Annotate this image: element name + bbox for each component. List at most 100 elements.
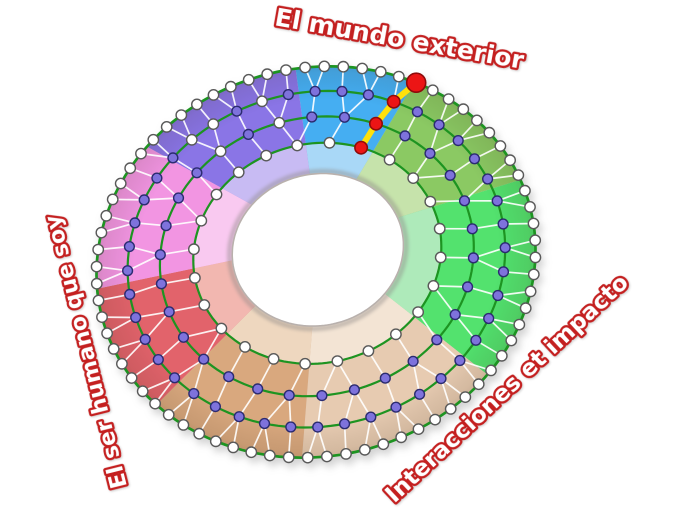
rim-node[interactable]	[301, 451, 314, 464]
middle-node[interactable]	[424, 147, 436, 160]
inner-node[interactable]	[427, 279, 440, 292]
rim-node[interactable]	[524, 285, 537, 298]
outer-middle-node[interactable]	[470, 334, 482, 346]
rim-node[interactable]	[280, 64, 292, 77]
rim-node[interactable]	[504, 154, 516, 167]
inner-node[interactable]	[188, 271, 201, 284]
rim-node[interactable]	[100, 209, 113, 222]
rim-node[interactable]	[318, 60, 331, 73]
middle-node[interactable]	[467, 252, 480, 264]
rim-node[interactable]	[90, 277, 103, 290]
outer-middle-node[interactable]	[433, 119, 445, 131]
rim-node[interactable]	[340, 447, 352, 460]
outer-middle-node[interactable]	[123, 241, 135, 253]
rim-node[interactable]	[209, 435, 222, 448]
rim-node[interactable]	[529, 234, 542, 247]
rim-node[interactable]	[495, 349, 508, 362]
middle-node[interactable]	[444, 169, 456, 181]
middle-node[interactable]	[316, 390, 328, 402]
middle-node[interactable]	[214, 145, 227, 158]
outer-middle-node[interactable]	[124, 288, 136, 301]
middle-node[interactable]	[172, 192, 185, 204]
rim-node[interactable]	[472, 378, 485, 391]
inner-node[interactable]	[195, 214, 208, 227]
outer-middle-node[interactable]	[411, 106, 424, 118]
rim-node[interactable]	[193, 427, 206, 440]
outer-middle-node[interactable]	[169, 372, 181, 384]
rim-node[interactable]	[114, 177, 127, 190]
middle-node[interactable]	[223, 371, 235, 383]
inner-node[interactable]	[412, 306, 424, 318]
rim-node[interactable]	[147, 133, 160, 146]
middle-node[interactable]	[458, 195, 471, 207]
outer-middle-node[interactable]	[129, 217, 141, 229]
rim-node[interactable]	[529, 251, 542, 264]
inner-node[interactable]	[239, 340, 251, 353]
middle-node[interactable]	[191, 167, 203, 179]
inner-node[interactable]	[331, 355, 344, 367]
middle-node[interactable]	[163, 306, 175, 318]
rim-node[interactable]	[320, 450, 333, 463]
middle-node[interactable]	[177, 331, 190, 343]
rim-node[interactable]	[149, 397, 162, 410]
inner-node[interactable]	[232, 166, 245, 179]
rim-node[interactable]	[429, 413, 441, 426]
outer-middle-node[interactable]	[130, 311, 142, 324]
rim-node[interactable]	[470, 114, 483, 127]
rim-node[interactable]	[227, 441, 240, 454]
rim-node[interactable]	[299, 61, 311, 74]
middle-node[interactable]	[338, 111, 351, 123]
outer-middle-node[interactable]	[309, 85, 321, 97]
middle-node[interactable]	[462, 281, 474, 293]
rim-node[interactable]	[513, 318, 526, 331]
rim-node[interactable]	[224, 80, 237, 93]
rim-node[interactable]	[92, 294, 105, 307]
outer-middle-node[interactable]	[339, 418, 351, 430]
inner-node[interactable]	[210, 188, 223, 201]
inner-node[interactable]	[215, 322, 228, 335]
outer-middle-node[interactable]	[209, 401, 222, 413]
rim-node[interactable]	[527, 217, 540, 230]
middle-node[interactable]	[252, 383, 264, 395]
rim-node[interactable]	[377, 438, 390, 451]
rim-node[interactable]	[444, 402, 457, 415]
outer-middle-node[interactable]	[435, 373, 447, 385]
outer-middle-node[interactable]	[167, 152, 179, 164]
inner-node[interactable]	[198, 299, 211, 311]
rim-node[interactable]	[374, 65, 387, 78]
outer-middle-node[interactable]	[138, 194, 150, 206]
rim-node[interactable]	[527, 268, 540, 281]
rim-node[interactable]	[245, 446, 258, 459]
outer-middle-node[interactable]	[151, 172, 163, 184]
highlight-node[interactable]	[386, 94, 401, 109]
outer-middle-node[interactable]	[258, 417, 271, 430]
middle-node[interactable]	[154, 249, 166, 261]
rim-node[interactable]	[519, 302, 532, 315]
rim-node[interactable]	[162, 408, 175, 421]
highlight-node[interactable]	[368, 116, 383, 131]
outer-middle-node[interactable]	[139, 333, 151, 346]
middle-node[interactable]	[407, 355, 419, 367]
outer-middle-node[interactable]	[390, 401, 402, 413]
middle-node[interactable]	[155, 278, 168, 290]
outer-middle-node[interactable]	[414, 388, 426, 400]
outer-middle-node[interactable]	[499, 242, 511, 254]
outer-middle-node[interactable]	[312, 421, 324, 433]
highlight-node[interactable]	[354, 140, 369, 155]
rim-node[interactable]	[395, 431, 408, 444]
rim-node[interactable]	[505, 334, 518, 347]
outer-middle-node[interactable]	[336, 85, 348, 98]
inner-node[interactable]	[362, 345, 375, 357]
rim-node[interactable]	[485, 364, 497, 377]
rim-node[interactable]	[136, 385, 149, 398]
rim-node[interactable]	[177, 418, 190, 431]
inner-node[interactable]	[389, 328, 402, 341]
rim-node[interactable]	[90, 260, 103, 273]
outer-middle-node[interactable]	[497, 218, 509, 230]
middle-node[interactable]	[283, 389, 295, 401]
outer-middle-node[interactable]	[482, 173, 494, 185]
rim-node[interactable]	[261, 68, 274, 81]
inner-node[interactable]	[433, 222, 446, 235]
outer-middle-node[interactable]	[207, 118, 220, 131]
outer-middle-node[interactable]	[362, 89, 375, 101]
